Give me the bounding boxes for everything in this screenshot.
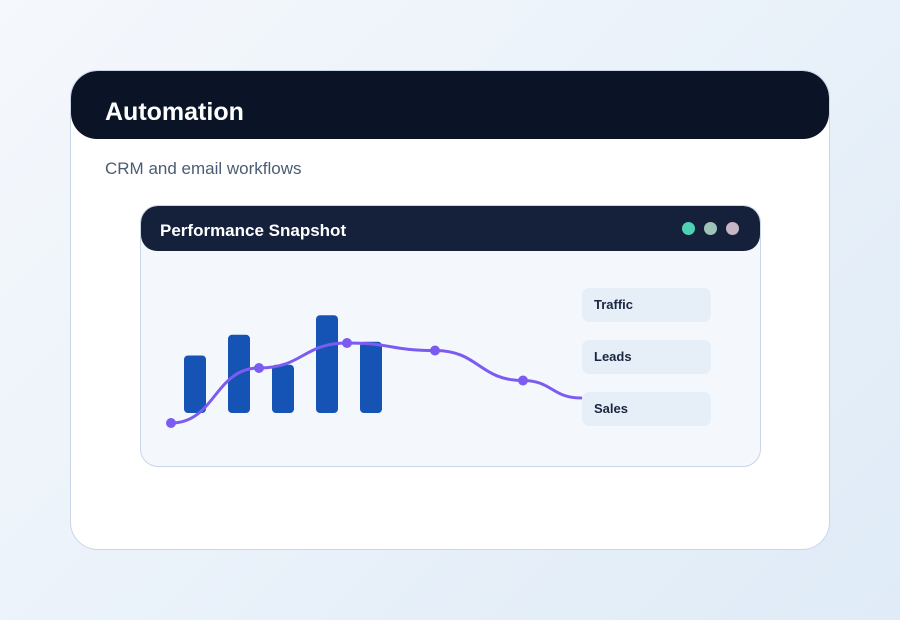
panel-header: Performance Snapshot: [141, 206, 760, 251]
automation-card: Automation CRM and email workflows Perfo…: [70, 70, 830, 550]
window-dot-mauve-icon[interactable]: [726, 222, 739, 235]
chart-bar: [272, 364, 294, 413]
window-dot-sage-icon[interactable]: [704, 222, 717, 235]
legend-item-sales[interactable]: Sales: [582, 392, 711, 426]
window-dot-green-icon[interactable]: [682, 222, 695, 235]
chart-point: [166, 418, 176, 428]
chart-point: [518, 375, 528, 386]
chart-point: [430, 345, 440, 356]
card-title: Automation: [105, 98, 244, 126]
performance-chart: [166, 315, 583, 428]
chart-bar: [184, 355, 206, 413]
legend-item-traffic[interactable]: Traffic: [582, 288, 711, 322]
chart-bar: [360, 341, 382, 413]
legend-item-leads[interactable]: Leads: [582, 340, 711, 374]
chart-bar: [316, 315, 338, 413]
performance-panel: Performance Snapshot Traffic Leads Sales: [140, 205, 761, 467]
card-header: Automation: [71, 71, 829, 139]
chart-point: [342, 338, 352, 348]
panel-title: Performance Snapshot: [160, 221, 347, 240]
card-subtitle: CRM and email workflows: [105, 159, 302, 178]
chart-point: [254, 363, 264, 373]
